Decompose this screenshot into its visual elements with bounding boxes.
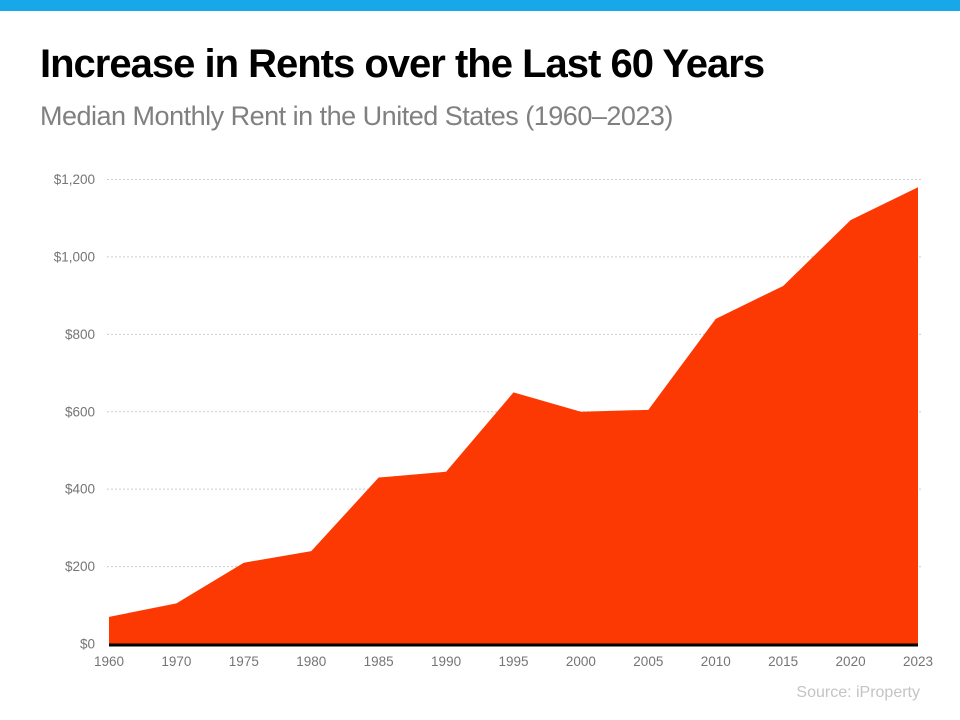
x-tick-label: 1970 [161,654,191,669]
page-subtitle: Median Monthly Rent in the United States… [40,101,673,131]
area-series-group [109,187,918,644]
x-axis-group: 1960 1970 1975 1980 1985 1990 1995 2000 2005 2010… [94,643,933,669]
y-tick-label: $400 [65,482,95,497]
y-tick-label: $1,000 [54,249,95,264]
x-tick-label: 2000 [566,654,596,669]
y-tick-label: $600 [65,404,95,419]
x-tick-label: 1975 [229,654,259,669]
x-tick-label: 1960 [94,654,124,669]
x-tick-label: 1980 [296,654,326,669]
y-axis-labels-group: $0 $200 $400 $600 $800 $1,000 $1,200 [54,172,95,652]
y-tick-label: $800 [65,327,95,342]
x-tick-label: 2023 [903,654,933,669]
x-tick-label: 1990 [431,654,461,669]
x-tick-label: 1985 [364,654,394,669]
x-tick-label: 2010 [701,654,731,669]
source-credit: Source: iProperty [796,684,920,701]
y-tick-label: $0 [80,637,95,652]
y-tick-label: $200 [65,559,95,574]
y-tick-label: $1,200 [54,172,95,187]
accent-bar [0,0,960,11]
page-title: Increase in Rents over the Last 60 Years [40,42,765,86]
x-tick-label: 1995 [498,654,528,669]
x-tick-label: 2005 [633,654,663,669]
rent-area-series [109,187,918,644]
x-tick-label: 2015 [768,654,798,669]
x-tick-label: 2020 [836,654,866,669]
